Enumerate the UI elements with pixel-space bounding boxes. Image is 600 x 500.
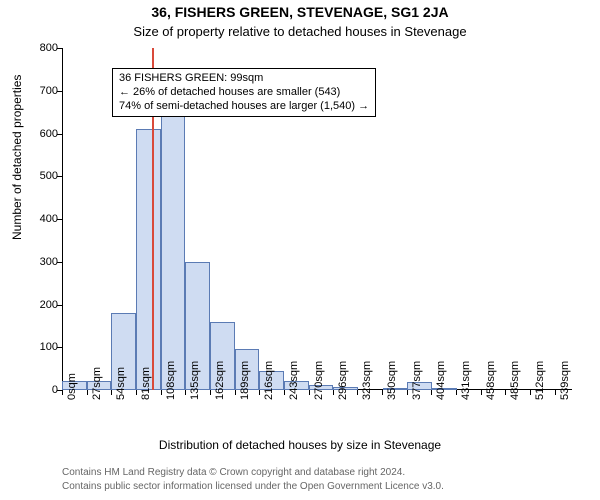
y-tick-mark	[57, 91, 62, 92]
y-axis-label: Number of detached properties	[10, 75, 24, 240]
y-tick-label: 400	[40, 213, 58, 225]
x-tick-mark	[185, 390, 186, 395]
x-tick-mark	[456, 390, 457, 395]
plot-area: 36 FISHERS GREEN: 99sqm← 26% of detached…	[62, 48, 572, 390]
x-tick-label: 27sqm	[91, 367, 103, 400]
y-tick-label: 700	[40, 85, 58, 97]
x-tick-label: 539sqm	[559, 361, 571, 400]
x-tick-mark	[87, 390, 88, 395]
x-tick-mark	[259, 390, 260, 395]
x-tick-mark	[235, 390, 236, 395]
x-tick-label: 512sqm	[534, 361, 546, 400]
x-tick-mark	[309, 390, 310, 395]
y-tick-mark	[57, 347, 62, 348]
annotation-line: 36 FISHERS GREEN: 99sqm	[119, 72, 369, 86]
x-tick-label: 485sqm	[509, 361, 521, 400]
x-tick-mark	[136, 390, 137, 395]
x-tick-label: 377sqm	[411, 361, 423, 400]
title-sub: Size of property relative to detached ho…	[0, 24, 600, 39]
x-tick-label: 296sqm	[337, 361, 349, 400]
x-tick-label: 81sqm	[140, 367, 152, 400]
x-tick-label: 270sqm	[313, 361, 325, 400]
x-tick-label: 404sqm	[435, 361, 447, 400]
x-tick-label: 162sqm	[214, 361, 226, 400]
x-tick-mark	[284, 390, 285, 395]
y-tick-label: 500	[40, 170, 58, 182]
chart-area: 36 FISHERS GREEN: 99sqm← 26% of detached…	[62, 48, 572, 390]
histogram-bar	[161, 110, 186, 390]
x-tick-mark	[505, 390, 506, 395]
x-tick-label: 431sqm	[460, 361, 472, 400]
y-tick-label: 300	[40, 256, 58, 268]
histogram-bar	[136, 129, 161, 390]
x-tick-mark	[333, 390, 334, 395]
x-axis-label: Distribution of detached houses by size …	[0, 438, 600, 452]
x-tick-mark	[210, 390, 211, 395]
x-tick-mark	[111, 390, 112, 395]
y-tick-label: 100	[40, 341, 58, 353]
x-tick-mark	[407, 390, 408, 395]
x-tick-mark	[530, 390, 531, 395]
x-tick-label: 323sqm	[361, 361, 373, 400]
chart-container: 36, FISHERS GREEN, STEVENAGE, SG1 2JA Si…	[0, 0, 600, 500]
x-tick-label: 243sqm	[288, 361, 300, 400]
x-tick-label: 0sqm	[66, 373, 78, 400]
title-main: 36, FISHERS GREEN, STEVENAGE, SG1 2JA	[0, 4, 600, 20]
x-tick-label: 135sqm	[189, 361, 201, 400]
y-tick-mark	[57, 262, 62, 263]
x-tick-mark	[161, 390, 162, 395]
y-tick-mark	[57, 176, 62, 177]
y-tick-mark	[57, 305, 62, 306]
annotation-box: 36 FISHERS GREEN: 99sqm← 26% of detached…	[112, 68, 376, 117]
y-tick-label: 200	[40, 299, 58, 311]
x-tick-mark	[431, 390, 432, 395]
y-tick-label: 800	[40, 42, 58, 54]
annotation-line: ← 26% of detached houses are smaller (54…	[119, 86, 369, 100]
x-tick-mark	[555, 390, 556, 395]
x-tick-mark	[357, 390, 358, 395]
x-tick-mark	[481, 390, 482, 395]
x-tick-label: 216sqm	[263, 361, 275, 400]
footer-line-1: Contains HM Land Registry data © Crown c…	[62, 467, 582, 478]
footer-line-2: Contains public sector information licen…	[62, 481, 582, 492]
x-tick-mark	[62, 390, 63, 395]
y-tick-mark	[57, 48, 62, 49]
x-tick-label: 350sqm	[386, 361, 398, 400]
y-tick-label: 600	[40, 128, 58, 140]
y-tick-mark	[57, 134, 62, 135]
annotation-line: 74% of semi-detached houses are larger (…	[119, 100, 369, 114]
x-tick-label: 189sqm	[239, 361, 251, 400]
x-tick-label: 54sqm	[115, 367, 127, 400]
x-tick-mark	[382, 390, 383, 395]
x-tick-label: 108sqm	[165, 361, 177, 400]
x-tick-label: 458sqm	[485, 361, 497, 400]
y-tick-mark	[57, 219, 62, 220]
